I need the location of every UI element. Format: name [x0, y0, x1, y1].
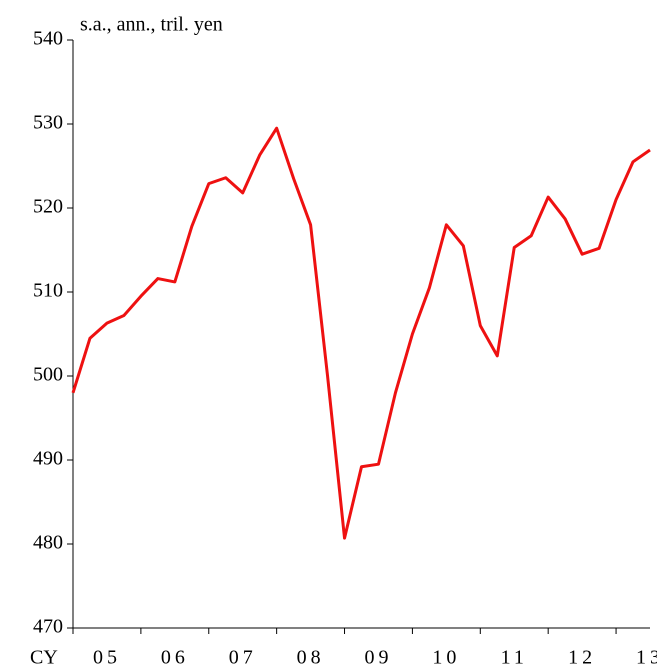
x-tick-label: 06: [161, 647, 189, 669]
y-tick-label: 500: [33, 364, 63, 386]
x-tick-label: 10: [432, 647, 460, 669]
x-tick-label: 11: [501, 647, 528, 669]
x-tick-label: 13: [636, 647, 657, 669]
x-tick-label: 09: [364, 647, 392, 669]
y-tick-label: 520: [33, 196, 63, 218]
y-tick-label: 490: [33, 448, 63, 470]
x-tick-label: 07: [229, 647, 257, 669]
x-prefix: CY: [30, 647, 58, 669]
series-line: [71, 126, 651, 540]
y-tick-label: 510: [33, 280, 63, 302]
y-tick-label: 480: [33, 532, 63, 554]
unit-label: s.a., ann., tril. yen: [80, 14, 223, 36]
y-tick-label: 530: [33, 112, 63, 134]
x-tick-label: 08: [297, 647, 325, 669]
y-tick-label: 540: [33, 28, 63, 50]
x-tick-label: 12: [568, 647, 596, 669]
x-tick-label: 05: [93, 647, 121, 669]
y-tick-label: 470: [33, 616, 63, 638]
